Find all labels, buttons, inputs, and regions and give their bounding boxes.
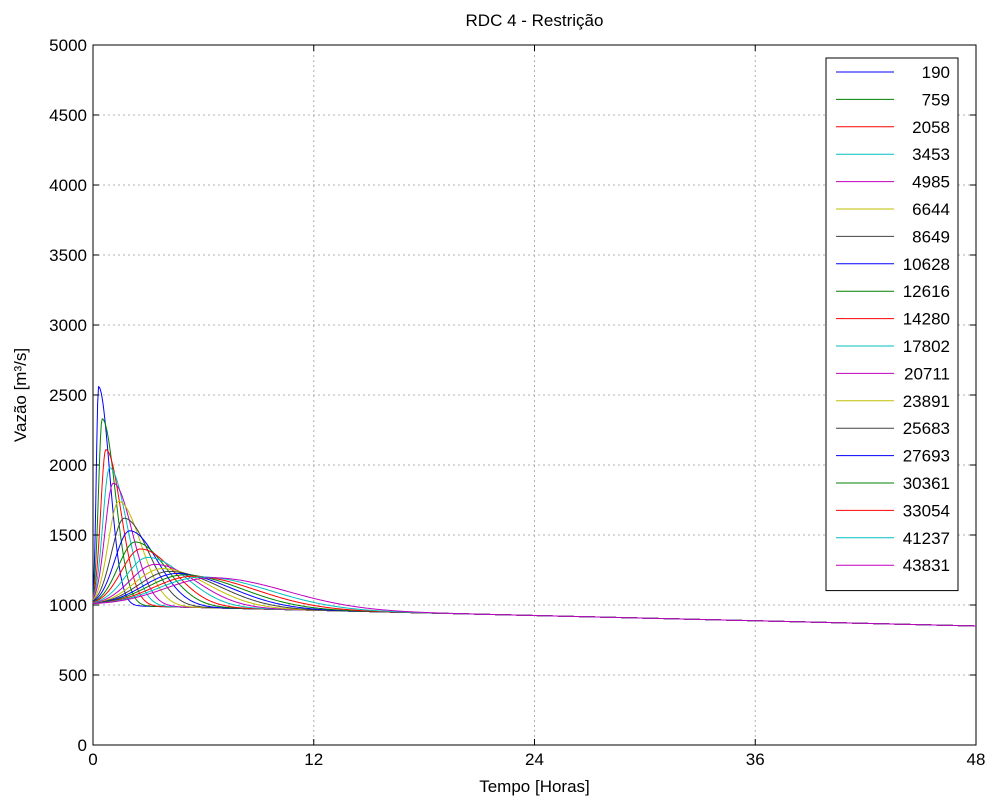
y-tick-label: 0 (78, 736, 87, 755)
legend-label: 2058 (912, 118, 950, 137)
legend-label: 3453 (912, 145, 950, 164)
x-tick-label: 12 (304, 750, 323, 769)
axis-ticks: 0 12 24 36 48 0 500 1000 1500 2000 2500 3000 3500 400… (49, 36, 985, 769)
y-tick-label: 3000 (49, 316, 87, 335)
legend-label: 43831 (903, 556, 950, 575)
x-tick-label: 36 (746, 750, 765, 769)
x-tick-label: 48 (967, 750, 986, 769)
legend-label: 12616 (903, 282, 950, 301)
y-tick-label: 4500 (49, 106, 87, 125)
legend-label: 6644 (912, 200, 950, 219)
y-tick-label: 1500 (49, 526, 87, 545)
legend-label: 759 (922, 90, 950, 109)
y-tick-label: 2500 (49, 386, 87, 405)
legend-label: 17802 (903, 337, 950, 356)
y-tick-label: 500 (59, 666, 87, 685)
series-line-43831 (92, 577, 977, 627)
chart-title: RDC 4 - Restrição (466, 11, 604, 30)
legend-label: 41237 (903, 529, 950, 548)
legend-label: 30361 (903, 474, 950, 493)
series-lines (92, 386, 977, 627)
legend-label: 4985 (912, 173, 950, 192)
legend-label: 33054 (903, 501, 950, 520)
y-tick-label: 3500 (49, 246, 87, 265)
legend-label: 10628 (903, 255, 950, 274)
x-axis-title: Tempo [Horas] (479, 777, 590, 796)
y-tick-label: 5000 (49, 36, 87, 55)
legend-label: 25683 (903, 419, 950, 438)
legend-label: 20711 (904, 364, 950, 383)
y-tick-label: 4000 (49, 176, 87, 195)
x-tick-label: 0 (88, 750, 97, 769)
legend-box (825, 57, 959, 592)
legend-label: 8649 (912, 227, 950, 246)
y-tick-label: 1000 (49, 596, 87, 615)
legend-label: 190 (922, 63, 950, 82)
legend-label: 14280 (903, 310, 950, 329)
y-tick-label: 2000 (49, 456, 87, 475)
x-tick-label: 24 (525, 750, 544, 769)
legend-label: 23891 (903, 392, 950, 411)
y-axis-title: Vazão [m³/s] (11, 348, 30, 442)
legend: 190 759 2058 3453 4985 6644 8649 10628 12616 1428… (825, 57, 959, 592)
legend-label: 27693 (903, 447, 950, 466)
